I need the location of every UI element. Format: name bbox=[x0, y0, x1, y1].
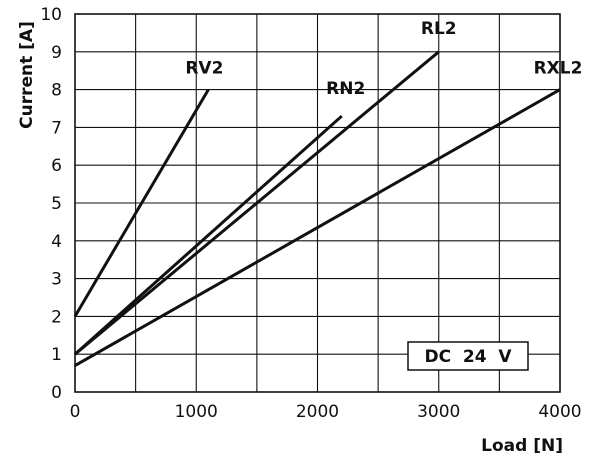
y-axis-label: Current [A] bbox=[17, 21, 37, 129]
dc-voltage-box: DC 24 V bbox=[407, 341, 529, 371]
y-tick-label: 1 bbox=[51, 345, 62, 365]
y-tick-label: 2 bbox=[51, 307, 62, 327]
y-tick-label: 8 bbox=[51, 81, 62, 101]
x-tick-label: 0 bbox=[70, 402, 81, 422]
plot-border bbox=[74, 13, 561, 393]
series-line-rn2 bbox=[74, 114, 343, 356]
x-tick-label: 2000 bbox=[296, 402, 339, 422]
y-tick-label: 7 bbox=[51, 118, 62, 138]
dc-voltage-label: DC 24 V bbox=[424, 347, 512, 367]
series-label-rl2: RL2 bbox=[421, 19, 457, 39]
series-label-rxl2: RXL2 bbox=[534, 59, 583, 79]
y-tick-label: 5 bbox=[51, 194, 62, 214]
series-line-rv2 bbox=[73, 88, 210, 318]
grid bbox=[75, 14, 560, 392]
y-tick-label: 6 bbox=[51, 156, 62, 176]
series-line-rxl2 bbox=[74, 88, 561, 367]
y-tick-label: 9 bbox=[51, 43, 62, 63]
y-tick-label: 4 bbox=[51, 232, 62, 252]
series-label-rn2: RN2 bbox=[326, 79, 365, 99]
y-tick-label: 3 bbox=[51, 270, 62, 290]
y-tick-label: 10 bbox=[40, 5, 62, 25]
series-label-rv2: RV2 bbox=[185, 59, 223, 79]
series-labels: RV2 RN2 RL2 RXL2 bbox=[185, 19, 582, 99]
y-tick-labels: 0 1 2 3 4 5 6 7 8 9 10 bbox=[40, 5, 62, 403]
series-lines bbox=[73, 50, 561, 367]
y-tick-label: 0 bbox=[51, 383, 62, 403]
x-tick-label: 1000 bbox=[175, 402, 218, 422]
x-tick-label: 3000 bbox=[417, 402, 460, 422]
series-line-rl2 bbox=[74, 50, 440, 356]
x-tick-label: 4000 bbox=[538, 402, 581, 422]
x-tick-labels: 0 1000 2000 3000 4000 bbox=[70, 402, 582, 422]
plot-frame bbox=[74, 13, 561, 393]
x-axis-label: Load [N] bbox=[481, 436, 563, 456]
